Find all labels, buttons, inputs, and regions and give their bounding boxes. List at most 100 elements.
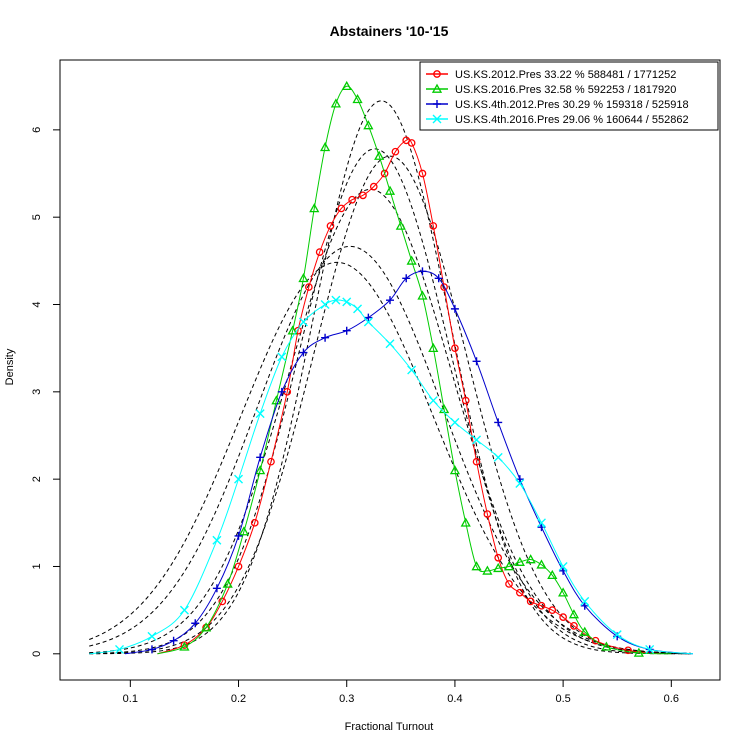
- series-4: [89, 295, 693, 655]
- data-point-circle: [461, 396, 470, 405]
- y-tick-label: 5: [31, 214, 43, 220]
- data-point-cross: [493, 452, 503, 462]
- data-point-circle: [451, 344, 459, 353]
- plot-box: [59, 59, 721, 681]
- y-tick-label: 1: [31, 563, 43, 569]
- data-point-circle: [348, 195, 356, 204]
- data-point-plus: [277, 387, 286, 396]
- reference-normal-curve: [89, 261, 691, 654]
- data-point-cross: [407, 365, 417, 375]
- data-point-triangle: [493, 562, 504, 573]
- data-point-triangle: [633, 647, 644, 657]
- data-point-triangle: [384, 185, 396, 195]
- data-point-circle: [440, 283, 448, 291]
- data-point-plus: [580, 601, 589, 610]
- reference-normal-curve: [89, 245, 691, 654]
- data-point-plus: [537, 523, 546, 532]
- data-point-plus: [256, 453, 265, 462]
- data-point-triangle: [352, 93, 363, 104]
- data-point-plus: [212, 584, 221, 593]
- data-point-plus: [472, 357, 481, 366]
- data-point-cross: [450, 417, 460, 427]
- data-point-circle: [472, 457, 481, 466]
- legend-label: US.KS.4th.2016.Pres 29.06 % 160644 / 552…: [455, 114, 689, 126]
- data-point-circle: [494, 553, 503, 562]
- data-point-triangle: [363, 120, 374, 130]
- data-point-triangle: [238, 526, 250, 536]
- data-point-plus: [402, 274, 411, 283]
- data-point-circle: [369, 182, 378, 191]
- data-point-circle: [429, 222, 438, 230]
- data-point-plus: [434, 274, 443, 283]
- data-point-plus: [321, 333, 330, 342]
- x-tick-label: 0.3: [339, 693, 354, 705]
- series-3: [124, 267, 693, 655]
- data-point-plus: [386, 296, 394, 305]
- data-point-circle: [380, 169, 389, 178]
- legend-label: US.KS.2012.Pres 33.22 % 588481 / 1771252: [455, 69, 676, 81]
- legend-box: [419, 61, 719, 131]
- data-point-triangle: [482, 565, 493, 575]
- data-point-triangle: [471, 561, 482, 571]
- data-point-triangle: [222, 578, 233, 588]
- data-point-triangle: [449, 465, 461, 475]
- y-tick-label: 4: [31, 301, 43, 307]
- data-point-triangle: [503, 561, 515, 571]
- data-point-circle: [305, 283, 313, 291]
- data-point-cross: [612, 630, 622, 640]
- data-point-cross: [558, 561, 568, 571]
- data-point-circle: [418, 169, 427, 178]
- chart-title: Abstainers '10-'15: [330, 23, 449, 39]
- y-axis-label: Density: [4, 348, 16, 385]
- y-tick-label: 3: [31, 389, 43, 395]
- legend-label: US.KS.2016.Pres 32.58 % 592253 / 1817920: [455, 84, 676, 96]
- data-point-triangle: [579, 626, 590, 636]
- data-point-triangle: [341, 80, 352, 91]
- y-tick-label: 2: [31, 476, 43, 482]
- reference-normal-curve: [89, 100, 691, 655]
- legend-label: US.KS.4th.2012.Pres 30.29 % 159318 / 525…: [455, 99, 689, 111]
- reference-curves: [89, 100, 691, 655]
- series-2: [157, 80, 672, 657]
- data-point-circle: [315, 248, 324, 256]
- data-point-cross: [331, 295, 341, 305]
- data-point-triangle: [395, 220, 406, 230]
- data-point-circle: [483, 510, 492, 518]
- data-point-triangle: [319, 141, 331, 152]
- data-point-triangle: [374, 150, 385, 160]
- data-point-circle: [250, 518, 259, 527]
- data-point-triangle: [200, 622, 212, 632]
- data-point-triangle: [514, 556, 525, 566]
- data-point-cross: [515, 479, 525, 489]
- data-point-plus: [234, 531, 243, 540]
- data-point-triangle: [568, 609, 580, 619]
- data-point-circle: [407, 139, 416, 147]
- data-point-circle: [433, 70, 441, 78]
- data-point-circle: [234, 562, 243, 571]
- legend-item: US.KS.4th.2016.Pres 29.06 % 160644 / 552…: [426, 114, 689, 126]
- y-tick-label: 0: [31, 651, 43, 657]
- data-point-triangle: [255, 465, 266, 475]
- data-point-circle: [548, 606, 557, 614]
- data-point-cross: [536, 518, 546, 528]
- data-point-cross: [277, 352, 287, 362]
- data-point-cross: [179, 605, 189, 615]
- reference-normal-curve: [89, 148, 691, 655]
- series-line: [89, 299, 693, 655]
- data-point-triangle: [406, 255, 417, 265]
- data-point-circle: [505, 580, 513, 588]
- x-tick-label: 0.6: [664, 693, 679, 705]
- y-axis: 0 1 2 3 4 5 6: [31, 127, 61, 657]
- reference-normal-curve: [89, 155, 691, 655]
- data-point-circle: [359, 191, 367, 200]
- data-point-triangle: [330, 98, 342, 108]
- data-point-circle: [559, 613, 567, 621]
- data-point-triangle: [525, 554, 536, 564]
- reference-normal-curve: [89, 188, 691, 655]
- data-point-plus: [191, 619, 200, 628]
- data-point-triangle: [547, 569, 558, 580]
- data-point-triangle: [536, 559, 547, 569]
- data-point-cross: [580, 596, 590, 606]
- data-point-circle: [624, 646, 632, 655]
- data-point-circle: [570, 622, 578, 630]
